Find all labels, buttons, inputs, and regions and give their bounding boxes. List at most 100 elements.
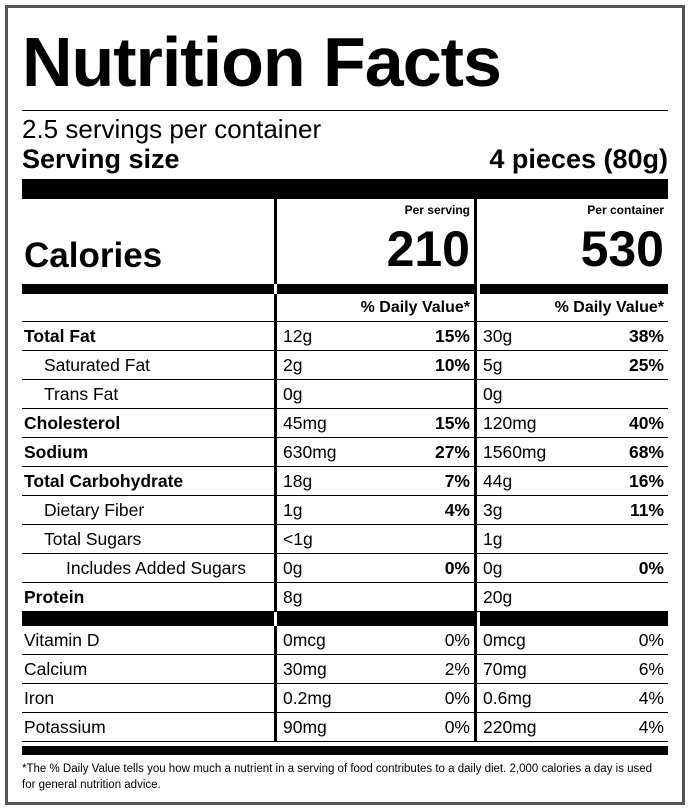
- label-title: Nutrition Facts: [22, 23, 502, 101]
- daily-value-percent: 68%: [628, 441, 664, 462]
- vitamin-rows: Vitamin D 0mcg 0% 0mcg 0% Calcium 30mg 2% 70mg 6%…: [22, 626, 668, 742]
- per-serving-cell: 12g 15%: [274, 322, 474, 350]
- amount: 45mg: [283, 412, 327, 433]
- per-serving-cell: 0mcg 0%: [274, 626, 474, 654]
- footer-divider: [22, 746, 668, 755]
- footnote: *The % Daily Value tells you how much a …: [22, 763, 653, 791]
- daily-value-percent: 15%: [434, 325, 470, 346]
- amount: 5g: [483, 354, 503, 375]
- amount: 20g: [483, 586, 513, 607]
- amount: 1g: [483, 528, 503, 549]
- amount: 30g: [483, 325, 513, 346]
- daily-value-percent: 10%: [434, 354, 470, 375]
- per-serving-label: Per serving: [404, 203, 470, 217]
- amount: 220mg: [483, 716, 537, 737]
- divider: [22, 110, 668, 111]
- daily-value-percent: 4%: [638, 716, 664, 737]
- per-container-label: Per container: [587, 203, 664, 217]
- daily-value-percent: 0%: [444, 557, 470, 578]
- nutrient-name: Saturated Fat: [44, 354, 151, 375]
- daily-value-percent: 0%: [444, 716, 470, 737]
- servings-per-container: 2.5 servings per container: [22, 114, 322, 144]
- calories-serving-cell: Per serving 210: [274, 199, 474, 284]
- per-container-cell: 0g 0%: [474, 554, 668, 582]
- calories-per-serving: 210: [386, 221, 470, 277]
- nutrition-facts-label: Nutrition Facts 2.5 servings per contain…: [5, 5, 685, 805]
- amount: 0g: [483, 557, 503, 578]
- nutrient-rows: Total Fat 12g 15% 30g 38% Saturated Fat 2g 10% 5…: [22, 322, 668, 612]
- daily-value-percent: 0%: [444, 629, 470, 650]
- per-container-cell: 1g: [474, 525, 668, 553]
- per-serving-cell: 630mg 27%: [274, 438, 474, 466]
- amount: 1560mg: [483, 441, 547, 462]
- nutrient-row: Calcium 30mg 2% 70mg 6%: [22, 655, 668, 684]
- serving-size-label: Serving size: [22, 144, 180, 174]
- amount: 0g: [283, 383, 303, 404]
- nutrient-row: Protein 8g 20g: [22, 583, 668, 612]
- per-container-cell: 120mg 40%: [474, 409, 668, 437]
- amount: 120mg: [483, 412, 537, 433]
- per-serving-cell: 30mg 2%: [274, 655, 474, 683]
- nutrient-name: Protein: [24, 586, 85, 607]
- per-serving-cell: 1g 4%: [274, 496, 474, 524]
- daily-value-percent: 2%: [444, 658, 470, 679]
- serving-size-value: 4 pieces (80g): [489, 144, 668, 174]
- daily-value-percent: 16%: [628, 470, 664, 491]
- amount: 30mg: [283, 658, 327, 679]
- nutrient-row: Cholesterol 45mg 15% 120mg 40%: [22, 409, 668, 438]
- daily-value-header-row: % Daily Value* % Daily Value*: [22, 294, 668, 322]
- amount: 0.2mg: [283, 687, 332, 708]
- daily-value-percent: 0%: [638, 557, 664, 578]
- calories-container-cell: Per container 530: [474, 199, 668, 284]
- daily-value-percent: 11%: [629, 499, 664, 520]
- amount: 0.6mg: [483, 687, 532, 708]
- nutrient-row: Vitamin D 0mcg 0% 0mcg 0%: [22, 626, 668, 655]
- calories-label: Calories: [24, 236, 163, 275]
- amount: 0mcg: [483, 629, 526, 650]
- amount: <1g: [283, 528, 313, 549]
- nutrient-row: Total Fat 12g 15% 30g 38%: [22, 322, 668, 351]
- calories-per-container: 530: [580, 221, 664, 277]
- daily-value-header-serving: % Daily Value*: [274, 294, 474, 321]
- amount: 2g: [283, 354, 303, 375]
- amount: 0g: [483, 383, 503, 404]
- per-serving-cell: 2g 10%: [274, 351, 474, 379]
- amount: 0g: [283, 557, 303, 578]
- per-container-cell: 20g: [474, 583, 668, 611]
- nutrient-row: Includes Added Sugars 0g 0% 0g 0%: [22, 554, 668, 583]
- per-serving-cell: 18g 7%: [274, 467, 474, 495]
- nutrient-name: Total Sugars: [44, 528, 142, 549]
- per-serving-cell: 0g: [274, 380, 474, 408]
- daily-value-percent: 38%: [628, 325, 664, 346]
- amount: 1g: [283, 499, 303, 520]
- per-serving-cell: 0g 0%: [274, 554, 474, 582]
- per-serving-cell: 90mg 0%: [274, 713, 474, 741]
- nutrient-row: Dietary Fiber 1g 4% 3g 11%: [22, 496, 668, 525]
- nutrient-row: Saturated Fat 2g 10% 5g 25%: [22, 351, 668, 380]
- nutrient-row: Sodium 630mg 27% 1560mg 68%: [22, 438, 668, 467]
- nutrient-row: Iron 0.2mg 0% 0.6mg 4%: [22, 684, 668, 713]
- daily-value-percent: 7%: [444, 470, 470, 491]
- amount: 3g: [483, 499, 503, 520]
- daily-value-percent: 0%: [444, 687, 470, 708]
- thick-divider: [22, 179, 668, 199]
- per-serving-cell: 45mg 15%: [274, 409, 474, 437]
- per-container-cell: 0.6mg 4%: [474, 684, 668, 712]
- amount: 90mg: [283, 716, 327, 737]
- amount: 12g: [283, 325, 313, 346]
- per-container-cell: 44g 16%: [474, 467, 668, 495]
- nutrient-name: Trans Fat: [44, 383, 119, 404]
- nutrient-name: Total Fat: [24, 325, 96, 346]
- amount: 44g: [483, 470, 513, 491]
- daily-value-percent: 15%: [434, 412, 470, 433]
- per-serving-cell: 8g: [274, 583, 474, 611]
- per-container-cell: 30g 38%: [474, 322, 668, 350]
- per-container-cell: 5g 25%: [474, 351, 668, 379]
- serving-size-row: Serving size 4 pieces (80g): [22, 143, 668, 175]
- per-container-cell: 0mcg 0%: [474, 626, 668, 654]
- nutrient-name: Calcium: [24, 658, 88, 679]
- nutrient-name: Dietary Fiber: [44, 499, 145, 520]
- nutrient-row: Total Sugars <1g 1g: [22, 525, 668, 554]
- per-container-cell: 1560mg 68%: [474, 438, 668, 466]
- daily-value-header-container: % Daily Value*: [474, 294, 668, 321]
